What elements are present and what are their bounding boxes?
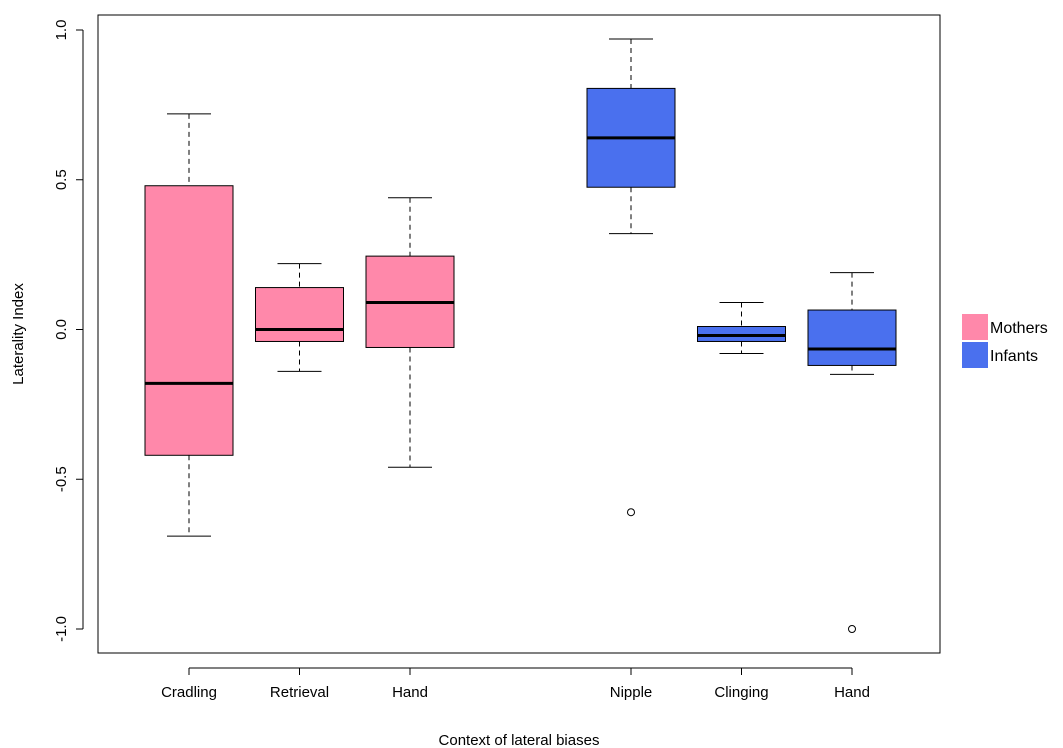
y-tick-label: -1.0	[53, 616, 70, 642]
legend-label-infants: Infants	[990, 348, 1038, 365]
x-tick-label: Hand	[392, 684, 428, 701]
legend-label-mothers: Mothers	[990, 320, 1048, 337]
y-tick-label: 1.0	[53, 20, 70, 41]
x-axis-title: Context of lateral biases	[439, 732, 600, 748]
box-iqr	[255, 287, 344, 342]
y-tick-label: 0.5	[53, 169, 70, 190]
y-tick-label: -0.5	[53, 466, 70, 492]
x-tick-label: Hand	[834, 684, 870, 701]
box-retrieval-mothers	[255, 263, 344, 372]
plot-frame	[97, 14, 941, 654]
box-hand-mothers	[365, 197, 455, 468]
x-axis: Cradling Retrieval Hand Nipple Clinging Hand	[161, 667, 870, 701]
legend-swatch-infants	[962, 342, 988, 368]
legend-swatch-mothers	[962, 314, 988, 340]
box-iqr	[144, 185, 234, 456]
boxes-group	[144, 38, 897, 633]
x-tick-label: Nipple	[610, 684, 653, 701]
box-clinging-infants	[697, 302, 786, 354]
box-nipple-infants	[586, 38, 676, 517]
outlier-point	[848, 625, 856, 633]
y-axis: -1.0 -0.5 0.0 0.5 1.0	[53, 20, 84, 642]
legend: Mothers Infants	[962, 314, 1048, 368]
x-tick-label: Clinging	[714, 684, 768, 701]
box-iqr	[807, 309, 897, 366]
y-tick-label: 0.0	[53, 319, 70, 340]
x-tick-label: Retrieval	[270, 684, 329, 701]
box-hand-infants	[807, 272, 897, 633]
y-axis-title: Laterality Index	[10, 283, 27, 385]
box-cradling-mothers	[144, 113, 234, 537]
x-tick-label: Cradling	[161, 684, 217, 701]
outlier-point	[627, 508, 635, 517]
